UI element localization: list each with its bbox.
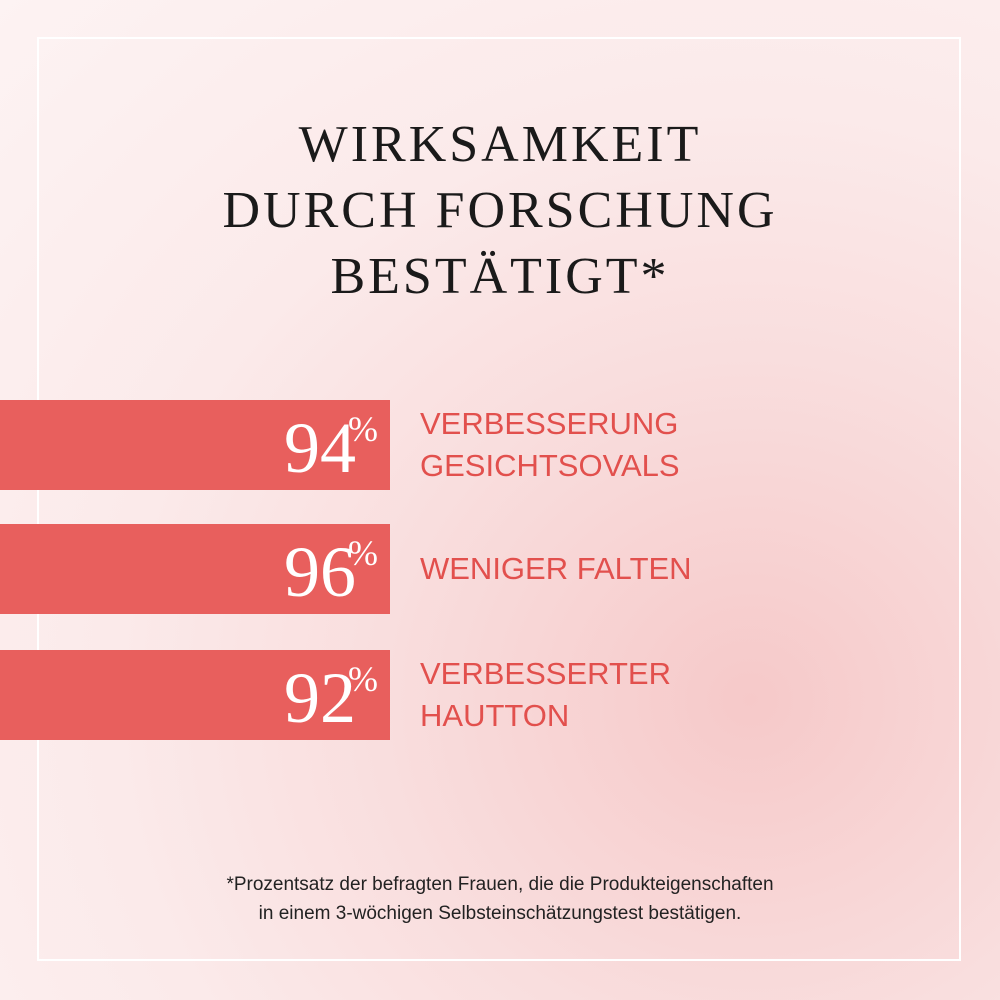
- footnote: *Prozentsatz der befragten Frauen, die d…: [0, 870, 1000, 928]
- footnote-line: in einem 3-wöchigen Selbsteinschätzungst…: [258, 903, 742, 924]
- stat-label: WENIGER FALTEN: [420, 524, 692, 614]
- stat-value: 94: [284, 408, 356, 488]
- label-line: WENIGER FALTEN: [420, 551, 692, 586]
- label-line: VERBESSERTER: [420, 656, 671, 691]
- title-line: DURCH FORSCHUNG: [222, 182, 778, 239]
- footnote-line: *Prozentsatz der befragten Frauen, die d…: [226, 874, 774, 895]
- stat-bar: [0, 650, 390, 740]
- stat-value: 96: [284, 532, 356, 612]
- title-line: WIRKSAMKEIT: [298, 116, 702, 173]
- stat-label: VERBESSERUNG GESICHTSOVALS: [420, 400, 680, 490]
- stat-unit: %: [348, 533, 378, 573]
- stat-label: VERBESSERTER HAUTTON: [420, 650, 671, 740]
- label-line: HAUTTON: [420, 698, 570, 733]
- label-line: VERBESSERUNG: [420, 406, 679, 441]
- stat-bar: [0, 524, 390, 614]
- label-line: GESICHTSOVALS: [420, 448, 680, 483]
- stat-unit: %: [348, 659, 378, 699]
- stat-value: 92: [284, 658, 356, 738]
- stat-unit: %: [348, 409, 378, 449]
- frame: [37, 37, 961, 961]
- title-line: BESTÄTIGT*: [330, 248, 670, 305]
- stat-bar: [0, 400, 390, 490]
- title: WIRKSAMKEIT DURCH FORSCHUNG BESTÄTIGT*: [0, 112, 1000, 310]
